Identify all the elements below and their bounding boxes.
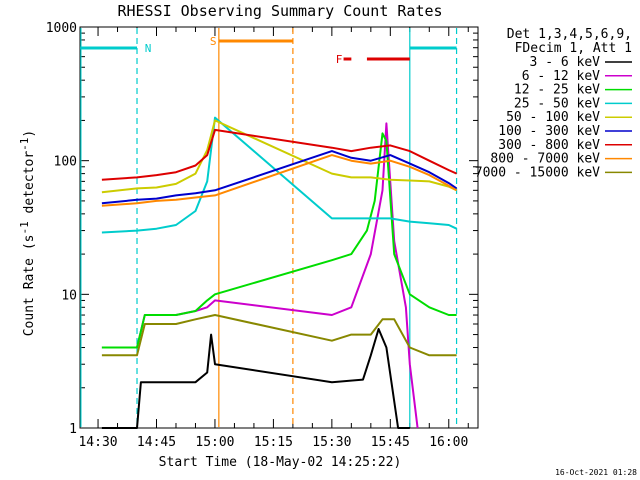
legend-label-5: 50 - 100 keV bbox=[506, 110, 600, 125]
y-axis-label-sup1: -1 bbox=[18, 221, 31, 234]
y-tick-label: 10 bbox=[61, 288, 77, 303]
plot-border bbox=[79, 26, 479, 429]
footer-date: 16-Oct-2021 01:28 bbox=[555, 468, 637, 477]
y-tick-label: 100 bbox=[54, 155, 77, 170]
series-line-7 bbox=[101, 128, 458, 181]
x-tick-label: 15:15 bbox=[254, 435, 293, 450]
x-tick-label: 15:30 bbox=[312, 435, 351, 450]
y-axis-label-part3: ) bbox=[22, 130, 37, 138]
annotation-label-f: F bbox=[336, 53, 343, 66]
legend-label-8: 800 - 7000 keV bbox=[490, 152, 600, 167]
x-tick-label: 16:00 bbox=[429, 435, 468, 450]
legend-label-6: 100 - 300 keV bbox=[498, 124, 600, 139]
legend-label-2: 6 - 12 keV bbox=[522, 69, 600, 84]
legend-label-7: 300 - 800 keV bbox=[498, 138, 600, 153]
y-axis-label-sup2: -1 bbox=[18, 138, 31, 151]
annotation-label-s: S bbox=[210, 35, 217, 48]
interval-lines bbox=[80, 28, 458, 427]
legend-header-1: Det 1,3,4,5,6,9, bbox=[507, 27, 632, 42]
legend-label-9: 7000 - 15000 keV bbox=[475, 165, 600, 180]
plot-frame bbox=[79, 26, 479, 429]
series-line-5 bbox=[101, 119, 458, 194]
y-axis-label-part2: detector bbox=[22, 151, 37, 222]
legend-label-1: 3 - 6 keV bbox=[530, 55, 601, 70]
series-line-9 bbox=[101, 314, 457, 357]
y-axis-label-part1: Count Rate (s bbox=[22, 235, 37, 337]
x-tick-label: 15:00 bbox=[195, 435, 234, 450]
y-axis-ticks: 1 10 100 1000 bbox=[46, 21, 478, 437]
x-axis-ticks: 14:30 14:45 15:00 15:15 15:30 15:45 16:00 bbox=[78, 27, 469, 450]
x-tick-label: 14:45 bbox=[137, 435, 176, 450]
series-line-4 bbox=[101, 116, 458, 234]
series-lines bbox=[101, 116, 458, 429]
series-line-1 bbox=[101, 328, 410, 429]
legend-label-4: 25 - 50 keV bbox=[514, 96, 600, 111]
series-line-8 bbox=[101, 154, 458, 207]
y-tick-label: 1 bbox=[69, 422, 77, 437]
x-axis-label: Start Time (18-May-02 14:25:22) bbox=[159, 455, 402, 470]
y-axis-label: Count Rate (s-1 detector-1) bbox=[18, 130, 37, 337]
series-line-3 bbox=[101, 132, 457, 349]
annotation-label-n: N bbox=[145, 42, 152, 55]
series-line-6 bbox=[101, 150, 458, 205]
annotation-bars: N S F bbox=[80, 35, 457, 66]
y-tick-label: 1000 bbox=[46, 21, 77, 36]
legend-label-3: 12 - 25 keV bbox=[514, 83, 600, 98]
chart-title: RHESSI Observing Summary Count Rates bbox=[117, 2, 442, 20]
x-tick-label: 14:30 bbox=[78, 435, 117, 450]
legend-header-2: FDecim 1, Att 1 bbox=[515, 41, 632, 56]
x-tick-label: 15:45 bbox=[371, 435, 410, 450]
